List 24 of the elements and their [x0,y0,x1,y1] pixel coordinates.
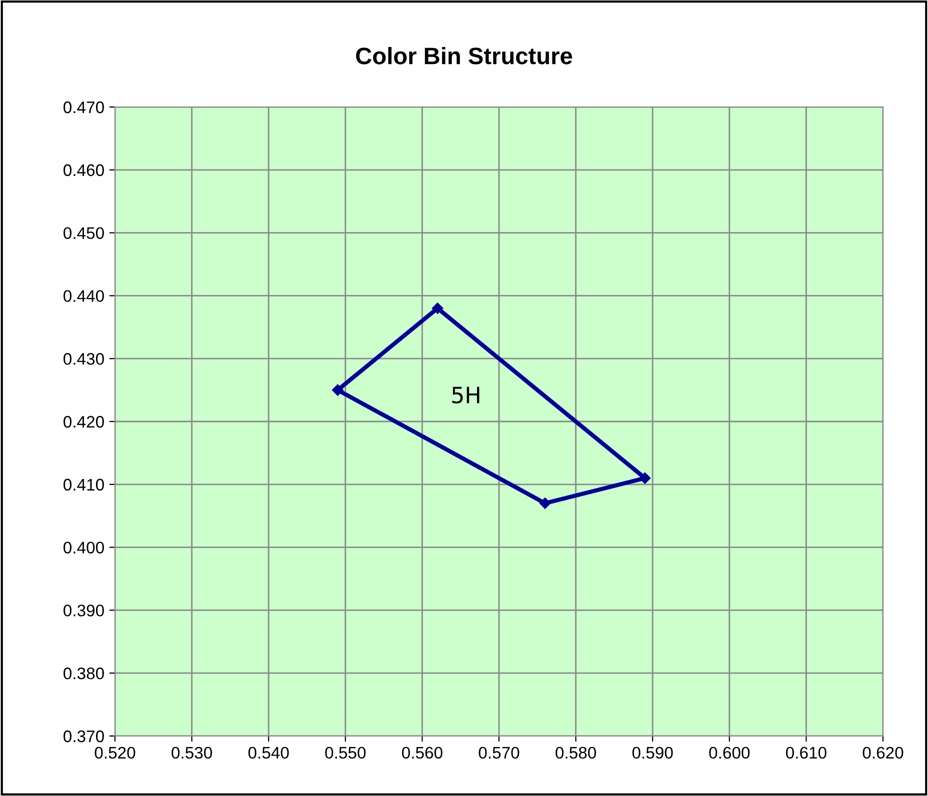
x-tick-label: 0.600 [709,746,750,759]
y-tick-label: 0.470 [64,101,104,114]
y-tick-label: 0.400 [64,542,104,554]
x-tick-label: 0.590 [632,746,673,759]
x-tick-label: 0.550 [325,746,366,759]
y-tick-label: 0.450 [64,227,104,240]
annotation: 5H [452,386,480,404]
x-tick-label: 0.610 [786,746,826,759]
x-tick-label: 0.520 [94,746,136,759]
y-tick-label: 0.370 [64,730,104,742]
chart-title: Color Bin Structure [356,46,572,64]
y-tick-label: 0.410 [64,478,104,491]
x-tick-label: 0.570 [478,746,520,759]
y-tick-label: 0.420 [64,416,104,428]
x-tick-label: 0.580 [556,746,596,759]
x-tick-label: 0.530 [172,746,212,759]
x-tick-label: 0.540 [248,746,289,759]
x-tick-label: 0.620 [862,746,904,759]
y-tick-label: 0.390 [64,604,104,616]
y-tick-label: 0.440 [64,290,104,302]
x-tick-label: 0.560 [402,746,442,759]
y-tick-label: 0.380 [64,668,104,680]
y-tick-label: 0.430 [64,353,104,365]
y-tick-label: 0.460 [64,164,104,176]
